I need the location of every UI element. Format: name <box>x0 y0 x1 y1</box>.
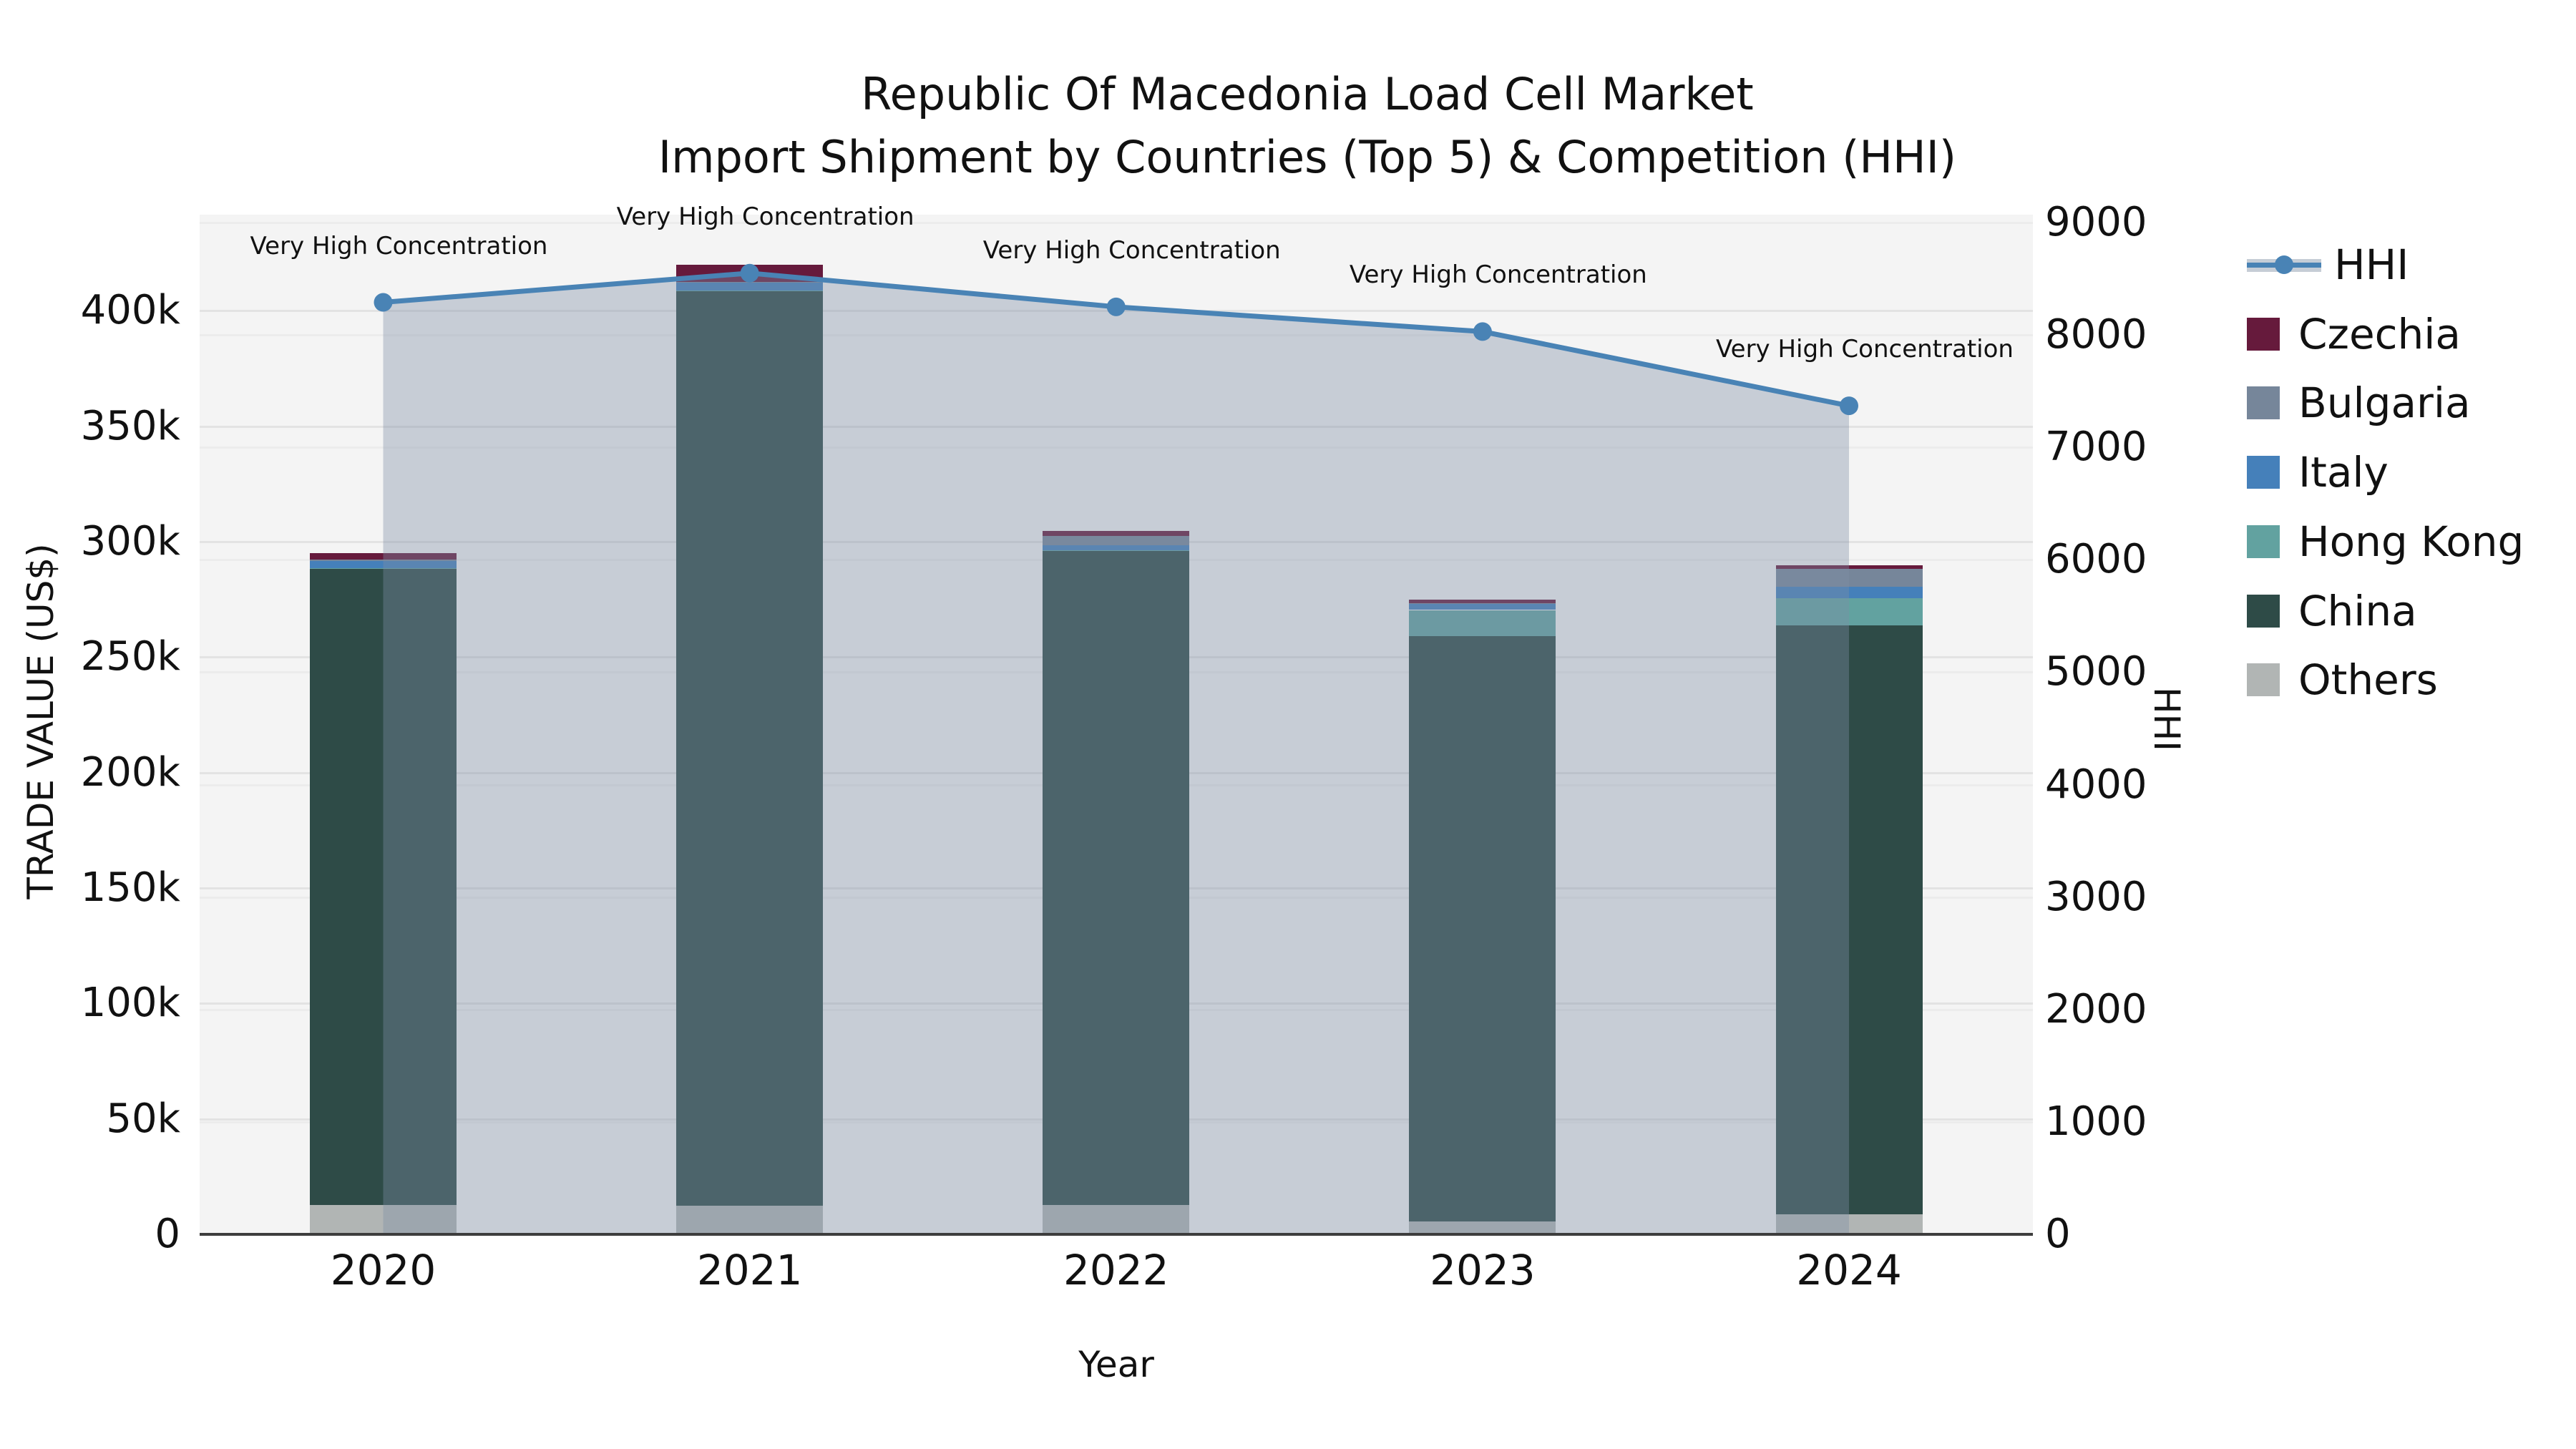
annotation-2023: Very High Concentration <box>1349 260 1647 290</box>
legend-label-others: Others <box>2298 655 2438 705</box>
gridline-hhi-7000 <box>200 447 2033 449</box>
legend-item-czechia: Czechia <box>2247 309 2461 359</box>
x-tick-2022: 2022 <box>1063 1246 1169 1294</box>
bar-segment-hong-kong-2020 <box>310 567 457 569</box>
gridline-hhi-8000 <box>200 334 2033 337</box>
hhi-marker-2023 <box>1473 322 1492 341</box>
bar-segment-czechia-2023 <box>1409 599 1556 603</box>
legend-item-others: Others <box>2247 655 2438 705</box>
annotation-2022: Very High Concentration <box>982 235 1281 265</box>
x-tick-2021: 2021 <box>696 1246 803 1294</box>
bar-segment-china-2024 <box>1775 625 1923 1214</box>
bar-segment-bulgaria-2024 <box>1775 568 1923 587</box>
bar-segment-hong-kong-2024 <box>1775 598 1923 626</box>
hhi-marker-2024 <box>1840 396 1858 416</box>
hhi-marker-2022 <box>1106 297 1126 316</box>
x-axis-line <box>200 1233 2033 1236</box>
legend-label-china: China <box>2298 586 2417 635</box>
right-tick-6000: 6000 <box>2045 536 2147 583</box>
legend-item-china: China <box>2247 586 2417 636</box>
bar-segment-bulgaria-2022 <box>1043 535 1190 546</box>
legend-item-italy: Italy <box>2247 447 2389 497</box>
bar-segment-china-2023 <box>1409 635 1556 1221</box>
right-axis-title: HHI <box>2146 687 2187 751</box>
annotation-2021: Very High Concentration <box>616 202 914 231</box>
bar-segment-italy-2021 <box>676 282 824 291</box>
legend-hhi-dot <box>2275 255 2293 274</box>
bar-segment-others-2023 <box>1409 1221 1556 1234</box>
left-tick-400k: 400k <box>80 287 180 334</box>
bar-segment-italy-2024 <box>1775 586 1923 599</box>
x-tick-2020: 2020 <box>330 1246 436 1294</box>
bar-segment-bulgaria-2023 <box>1409 602 1556 604</box>
left-tick-200k: 200k <box>80 748 180 796</box>
bar-segment-others-2021 <box>676 1205 824 1234</box>
legend-swatch-china <box>2247 594 2280 628</box>
legend-swatch-czechia <box>2247 317 2280 351</box>
bar-segment-italy-2020 <box>310 560 457 568</box>
bar-segment-others-2020 <box>310 1205 457 1234</box>
right-tick-5000: 5000 <box>2045 648 2147 696</box>
left-tick-250k: 250k <box>80 633 180 680</box>
right-tick-1000: 1000 <box>2045 1098 2147 1145</box>
bar-segment-italy-2022 <box>1043 545 1190 550</box>
bar-segment-czechia-2022 <box>1043 531 1190 536</box>
legend-swatch-bulgaria <box>2247 386 2280 420</box>
right-tick-2000: 2000 <box>2045 985 2147 1033</box>
legend-label-hong-kong: Hong Kong <box>2298 517 2524 566</box>
hhi-marker-2020 <box>374 293 393 312</box>
legend-swatch-italy <box>2247 456 2280 489</box>
hhi-area-fill <box>383 273 1849 1234</box>
bar-segment-czechia-2024 <box>1775 565 1923 569</box>
right-tick-0: 0 <box>2045 1211 2071 1257</box>
x-tick-2023: 2023 <box>1430 1246 1536 1294</box>
chart-title-line-2: Import Shipment by Countries (Top 5) & C… <box>658 131 1957 183</box>
right-tick-9000: 9000 <box>2045 199 2147 245</box>
legend-item-hong-kong: Hong Kong <box>2247 517 2524 567</box>
bar-segment-hong-kong-2022 <box>1043 550 1190 551</box>
legend-label-italy: Italy <box>2298 448 2389 497</box>
right-tick-7000: 7000 <box>2045 424 2147 471</box>
annotation-2020: Very High Concentration <box>250 231 548 260</box>
left-tick-350k: 350k <box>80 402 180 449</box>
legend-label-bulgaria: Bulgaria <box>2298 379 2471 428</box>
bar-segment-italy-2023 <box>1409 603 1556 610</box>
legend-item-hhi: HHI <box>2247 240 2409 290</box>
bar-segment-czechia-2020 <box>310 552 457 560</box>
annotation-2024: Very High Concentration <box>1716 335 2014 364</box>
legend-item-bulgaria: Bulgaria <box>2247 378 2471 428</box>
legend-swatch-hong-kong <box>2247 525 2280 558</box>
legend-swatch-others <box>2247 663 2280 697</box>
left-axis-title: TRADE VALUE (US$) <box>20 543 62 899</box>
right-tick-4000: 4000 <box>2045 761 2147 808</box>
left-tick-150k: 150k <box>80 864 180 911</box>
right-tick-3000: 3000 <box>2045 873 2147 920</box>
chart-title-line-1: Republic Of Macedonia Load Cell Market <box>861 68 1754 120</box>
bar-segment-china-2020 <box>310 568 457 1206</box>
hhi-overlay <box>374 263 1858 1234</box>
left-tick-100k: 100k <box>80 980 180 1027</box>
bar-segment-china-2021 <box>676 291 824 1206</box>
gridline-value-350k <box>200 425 2033 428</box>
plot-area <box>200 215 2033 1236</box>
legend-label-hhi: HHI <box>2334 240 2409 289</box>
bar-segment-bulgaria-2020 <box>310 560 457 561</box>
hhi-marker-2021 <box>740 263 759 283</box>
bar-segment-others-2022 <box>1043 1205 1190 1234</box>
legend-hhi-line-swatch <box>2247 247 2321 283</box>
right-tick-8000: 8000 <box>2045 311 2147 358</box>
x-tick-2024: 2024 <box>1796 1246 1902 1294</box>
x-axis-title: Year <box>1078 1344 1154 1385</box>
bar-segment-hong-kong-2023 <box>1409 610 1556 636</box>
bar-segment-china-2022 <box>1043 550 1190 1205</box>
left-tick-0: 0 <box>155 1211 180 1257</box>
left-tick-50k: 50k <box>106 1095 180 1142</box>
bar-segment-others-2024 <box>1775 1214 1923 1234</box>
legend-label-czechia: Czechia <box>2298 309 2461 358</box>
left-tick-300k: 300k <box>80 517 180 565</box>
gridline-hhi-9000 <box>200 222 2033 224</box>
